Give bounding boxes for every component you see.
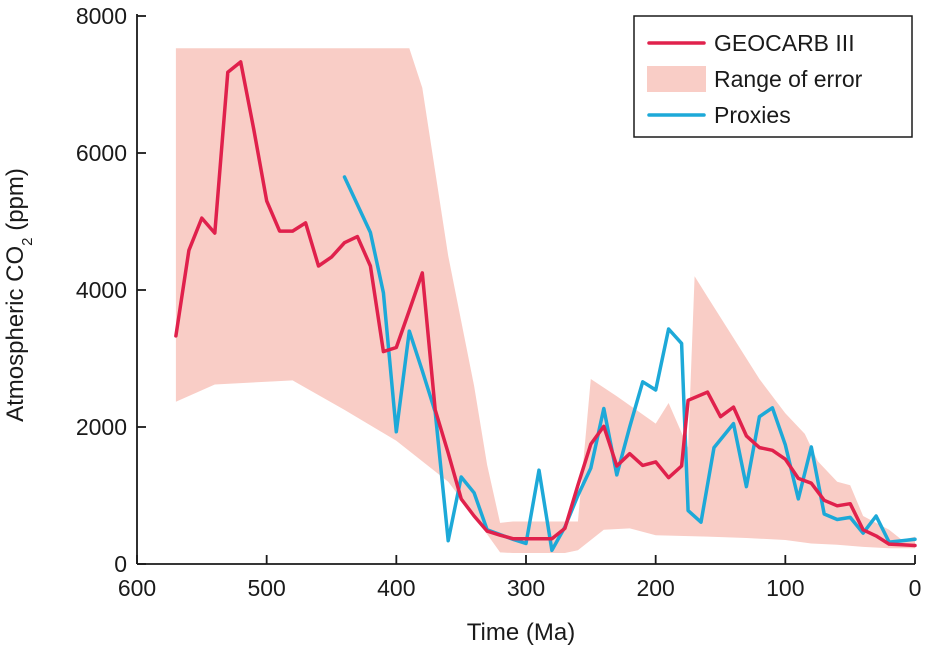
legend-label-error: Range of error [714, 66, 863, 92]
y-tick-label: 2000 [76, 414, 127, 440]
x-tick-label: 200 [636, 575, 674, 601]
y-axis-title-subscript: 2 [19, 237, 36, 245]
proxies-series-line [342, 175, 917, 553]
y-tick-label: 0 [114, 551, 127, 577]
legend-label-geocarb: GEOCARB III [714, 30, 855, 56]
legend: GEOCARB III Range of error Proxies [633, 15, 913, 138]
x-tick-label: 500 [247, 575, 285, 601]
y-tick-label: 8000 [76, 3, 127, 29]
geocarb-series-line [174, 60, 917, 548]
x-axis-title: Time (Ma) [467, 619, 575, 646]
y-axis-title-suffix: (ppm) [2, 168, 29, 237]
series-layer [174, 60, 917, 553]
legend-swatch-error [647, 66, 706, 92]
axes-layer: 0 2000 4000 6000 8000 600 500 400 300 200 100 0 [76, 3, 922, 601]
x-tick-label: 100 [766, 575, 804, 601]
y-axis-title-main: Atmospheric CO [2, 246, 29, 422]
x-tick-label: 300 [507, 575, 545, 601]
x-tick-label: 0 [909, 575, 922, 601]
y-tick-label: 4000 [76, 277, 127, 303]
legend-label-proxies: Proxies [714, 102, 791, 128]
x-tick-label: 400 [377, 575, 415, 601]
x-tick-label: 600 [118, 575, 156, 601]
y-tick-label: 6000 [76, 140, 127, 166]
y-axis-title: Atmospheric CO2 (ppm) [2, 168, 36, 422]
